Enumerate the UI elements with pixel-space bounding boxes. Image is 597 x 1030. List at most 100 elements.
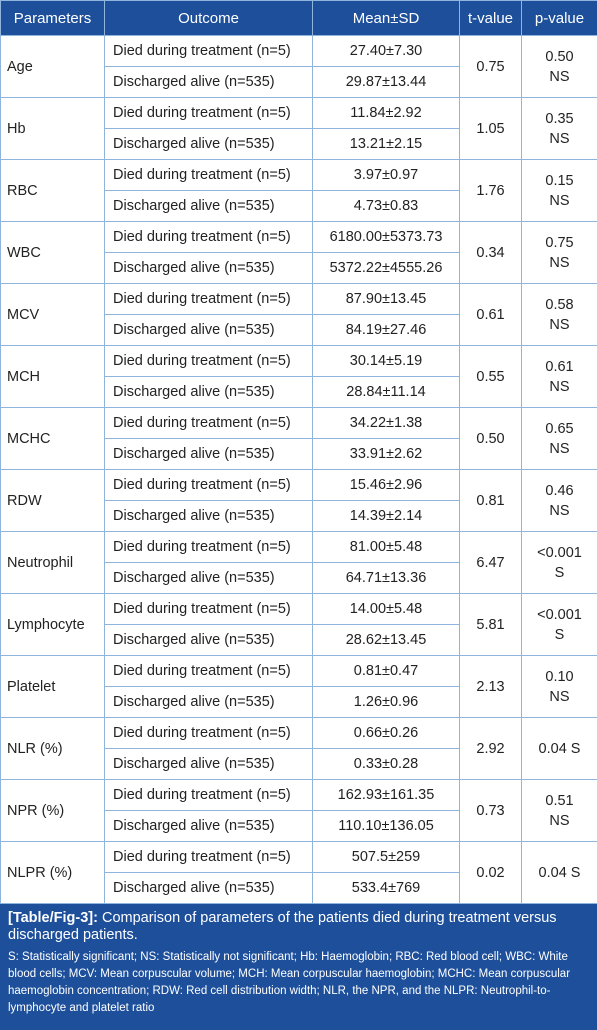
mean-sd-cell: 507.5±259 [313,842,460,873]
p-value-cell: 0.10 NS [522,656,597,718]
t-value-cell: 5.81 [460,594,522,656]
caption: [Table/Fig-3]: Comparison of parameters … [0,904,597,1030]
mean-sd-cell: 6180.00±5373.73 [313,222,460,253]
parameter-cell: MCV [1,284,105,346]
column-header: Mean±SD [313,1,460,36]
p-value-cell: 0.46 NS [522,470,597,532]
outcome-cell: Died during treatment (n=5) [105,718,313,749]
p-value-cell: 0.04 S [522,842,597,904]
parameter-cell: Platelet [1,656,105,718]
outcome-cell: Discharged alive (n=535) [105,439,313,470]
outcome-cell: Died during treatment (n=5) [105,532,313,563]
p-value-cell: 0.51 NS [522,780,597,842]
outcome-cell: Died during treatment (n=5) [105,470,313,501]
table-row: NLPR (%)Died during treatment (n=5)507.5… [1,842,597,873]
parameter-cell: Lymphocyte [1,594,105,656]
outcome-cell: Died during treatment (n=5) [105,222,313,253]
column-header: p-value [522,1,597,36]
outcome-cell: Discharged alive (n=535) [105,67,313,98]
mean-sd-cell: 34.22±1.38 [313,408,460,439]
mean-sd-cell: 81.00±5.48 [313,532,460,563]
t-value-cell: 2.92 [460,718,522,780]
mean-sd-cell: 28.62±13.45 [313,625,460,656]
table-row: NLR (%)Died during treatment (n=5)0.66±0… [1,718,597,749]
outcome-cell: Discharged alive (n=535) [105,501,313,532]
p-value-cell: 0.61 NS [522,346,597,408]
caption-label: [Table/Fig-3]: [8,910,98,926]
mean-sd-cell: 27.40±7.30 [313,36,460,67]
t-value-cell: 0.34 [460,222,522,284]
t-value-cell: 0.02 [460,842,522,904]
parameter-cell: Hb [1,98,105,160]
outcome-cell: Died during treatment (n=5) [105,160,313,191]
column-header: Parameters [1,1,105,36]
outcome-cell: Died during treatment (n=5) [105,656,313,687]
t-value-cell: 6.47 [460,532,522,594]
outcome-cell: Discharged alive (n=535) [105,811,313,842]
t-value-cell: 0.61 [460,284,522,346]
p-value-cell: <0.001 S [522,594,597,656]
outcome-cell: Died during treatment (n=5) [105,36,313,67]
p-value-cell: 0.58 NS [522,284,597,346]
t-value-cell: 1.05 [460,98,522,160]
parameter-cell: RDW [1,470,105,532]
mean-sd-cell: 14.00±5.48 [313,594,460,625]
column-header: t-value [460,1,522,36]
outcome-cell: Discharged alive (n=535) [105,191,313,222]
outcome-cell: Died during treatment (n=5) [105,594,313,625]
mean-sd-cell: 64.71±13.36 [313,563,460,594]
outcome-cell: Discharged alive (n=535) [105,687,313,718]
mean-sd-cell: 0.33±0.28 [313,749,460,780]
parameter-cell: NPR (%) [1,780,105,842]
parameter-cell: NLPR (%) [1,842,105,904]
parameter-cell: MCHC [1,408,105,470]
mean-sd-cell: 3.97±0.97 [313,160,460,191]
parameter-cell: NLR (%) [1,718,105,780]
mean-sd-cell: 4.73±0.83 [313,191,460,222]
mean-sd-cell: 11.84±2.92 [313,98,460,129]
t-value-cell: 0.81 [460,470,522,532]
mean-sd-cell: 14.39±2.14 [313,501,460,532]
caption-main: [Table/Fig-3]: Comparison of parameters … [8,910,589,944]
mean-sd-cell: 33.91±2.62 [313,439,460,470]
mean-sd-cell: 30.14±5.19 [313,346,460,377]
mean-sd-cell: 0.81±0.47 [313,656,460,687]
mean-sd-cell: 28.84±11.14 [313,377,460,408]
p-value-cell: 0.75 NS [522,222,597,284]
mean-sd-cell: 110.10±136.05 [313,811,460,842]
parameter-cell: RBC [1,160,105,222]
outcome-cell: Discharged alive (n=535) [105,625,313,656]
parameter-cell: Age [1,36,105,98]
outcome-cell: Discharged alive (n=535) [105,377,313,408]
outcome-cell: Discharged alive (n=535) [105,253,313,284]
parameter-cell: Neutrophil [1,532,105,594]
column-header: Outcome [105,1,313,36]
mean-sd-cell: 5372.22±4555.26 [313,253,460,284]
mean-sd-cell: 15.46±2.96 [313,470,460,501]
t-value-cell: 0.50 [460,408,522,470]
parameter-cell: MCH [1,346,105,408]
outcome-cell: Discharged alive (n=535) [105,129,313,160]
p-value-cell: 0.50 NS [522,36,597,98]
outcome-cell: Discharged alive (n=535) [105,749,313,780]
outcome-cell: Discharged alive (n=535) [105,315,313,346]
outcome-cell: Died during treatment (n=5) [105,842,313,873]
mean-sd-cell: 84.19±27.46 [313,315,460,346]
outcome-cell: Died during treatment (n=5) [105,408,313,439]
mean-sd-cell: 13.21±2.15 [313,129,460,160]
t-value-cell: 0.55 [460,346,522,408]
table-row: NPR (%)Died during treatment (n=5)162.93… [1,780,597,811]
t-value-cell: 2.13 [460,656,522,718]
outcome-cell: Died during treatment (n=5) [105,346,313,377]
outcome-cell: Died during treatment (n=5) [105,780,313,811]
